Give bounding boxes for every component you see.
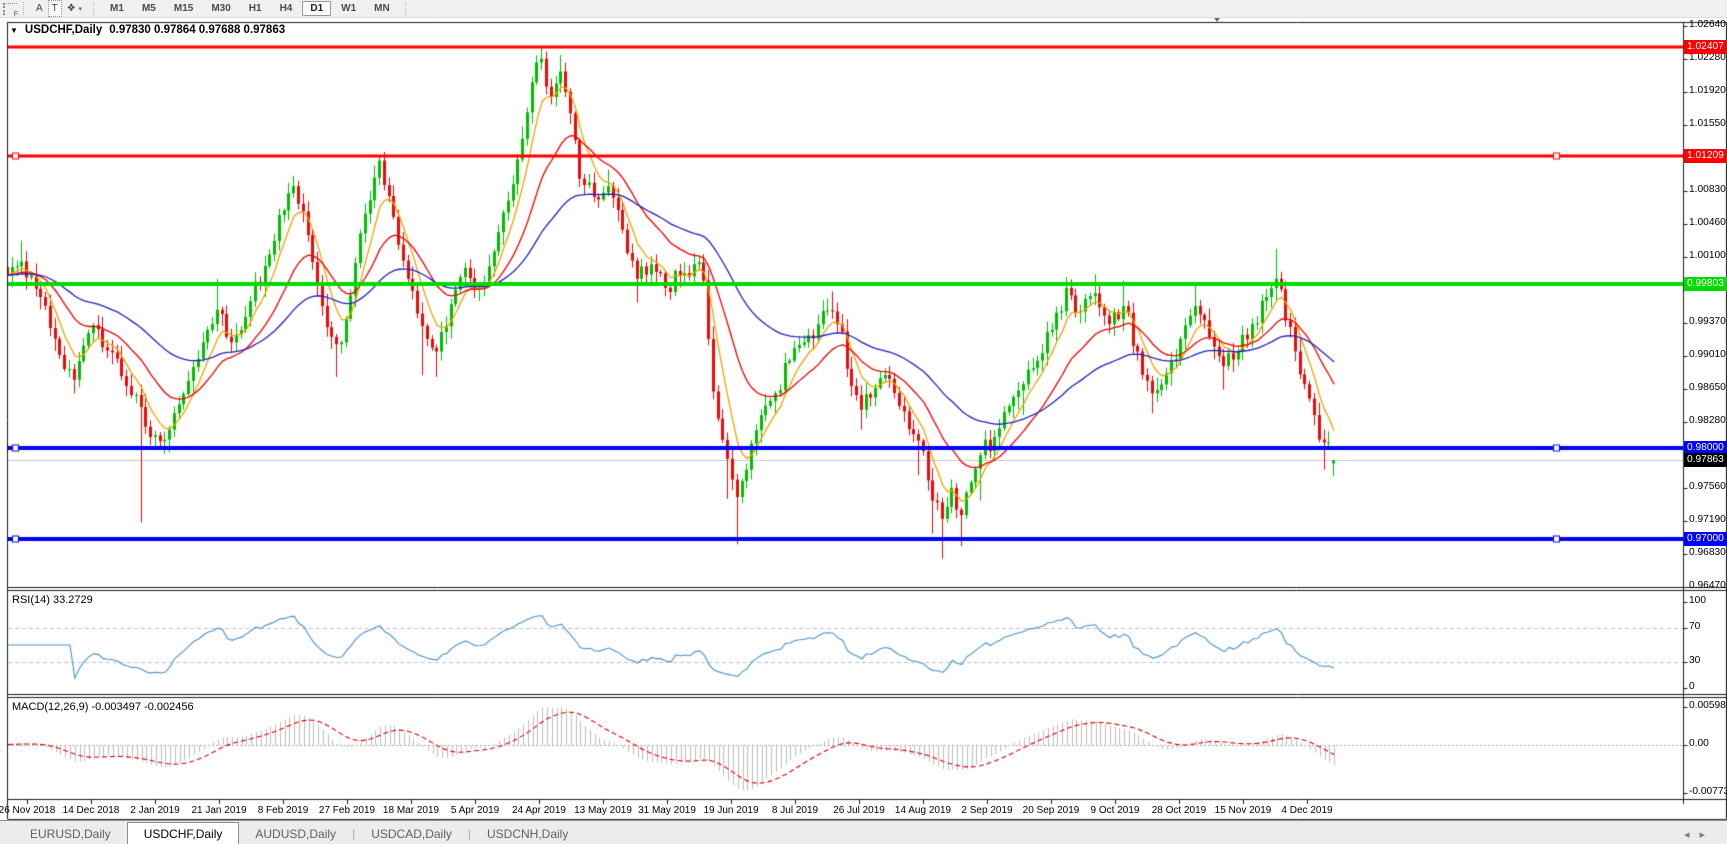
tab-separator: |: [352, 827, 356, 841]
style-diamond-icon: ❖: [66, 2, 76, 14]
rsi-axis-label: 0: [1689, 681, 1695, 692]
timeframe-button-mn[interactable]: MN: [374, 3, 390, 14]
price-axis-label: 0.96830: [1689, 547, 1726, 558]
timeframe-button-w1[interactable]: W1: [341, 3, 357, 14]
price-line-badge: 1.01209: [1684, 149, 1727, 164]
price-axis-label: 0.99010: [1689, 349, 1726, 360]
timeframe-button-m5[interactable]: M5: [141, 3, 156, 14]
date-axis-label[interactable]: 24 Apr 2019: [512, 805, 566, 816]
price-axis-label: 1.02640: [1689, 19, 1726, 30]
price-axis-label: 1.00460: [1689, 217, 1726, 228]
date-axis-label[interactable]: 8 Jul 2019: [771, 805, 819, 816]
toolbar-separator: [23, 2, 25, 15]
price-axis-label: 0.97190: [1689, 514, 1726, 525]
date-axis-label[interactable]: 19 Jun 2019: [703, 805, 759, 816]
timeframe-button-h4[interactable]: H4: [279, 3, 293, 14]
rsi-label: RSI(14) 33.2729: [12, 594, 93, 606]
date-axis-label[interactable]: 27 Feb 2019: [318, 805, 376, 816]
scroll-right-icon[interactable]: ▸: [1699, 829, 1715, 841]
date-axis-label[interactable]: 13 May 2019: [574, 805, 632, 816]
price-axis-label: 1.02280: [1689, 52, 1726, 63]
price-axis-label: 0.98650: [1689, 382, 1726, 393]
text-label-tool-button[interactable]: A: [36, 3, 43, 14]
tab-audusd[interactable]: AUDUSD,Daily: [255, 827, 337, 841]
macd-label: MACD(12,26,9) -0.003497 -0.002456: [12, 701, 194, 713]
price-axis-label: 0.97560: [1689, 481, 1726, 492]
timeframe-button-m30[interactable]: M30: [211, 3, 231, 14]
line-style-tool-button[interactable]: ❖ ▾: [62, 1, 87, 17]
top-toolbar: F A T ❖ ▾ M1 M5 M15 M30 H1 H4 D1 W1 MN: [0, 0, 1727, 18]
date-axis-label[interactable]: 4 Dec 2019: [1281, 805, 1333, 816]
price-line-badge: 0.97000: [1684, 531, 1727, 546]
chart-shift-marker[interactable]: [1212, 15, 1222, 22]
price-axis-label: 0.98280: [1689, 415, 1726, 426]
symbol-tab-bar: EURUSD,Daily USDCHF,Daily AUDUSD,Daily | USD…: [0, 820, 1727, 844]
chevron-down-icon[interactable]: ▾: [78, 5, 83, 13]
date-axis-label[interactable]: 15 Nov 2019: [1214, 805, 1272, 816]
tab-usdcnh[interactable]: USDCNH,Daily: [487, 827, 569, 841]
date-axis-label[interactable]: 9 Oct 2019: [1090, 805, 1140, 816]
price-axis-label: 1.01920: [1689, 85, 1726, 96]
date-axis-label[interactable]: 31 May 2019: [638, 805, 696, 816]
date-axis-label[interactable]: 2 Sep 2019: [961, 805, 1013, 816]
rsi-axis-label: 100: [1689, 595, 1706, 606]
price-line-badge: 0.98000: [1684, 440, 1727, 455]
price-line-badge: 0.99803: [1684, 276, 1727, 291]
tab-usdchf[interactable]: USDCHF,Daily: [126, 822, 240, 844]
macd-axis-label: -0.007737: [1689, 786, 1727, 797]
timeframe-button-m1[interactable]: M1: [110, 3, 124, 14]
price-line-badge: 1.02407: [1684, 40, 1727, 55]
scroll-left-icon[interactable]: ◂: [1683, 829, 1700, 841]
chart-window-icon[interactable]: F: [3, 2, 18, 18]
date-axis-label[interactable]: 28 Oct 2019: [1151, 805, 1207, 816]
date-axis-label[interactable]: 20 Sep 2019: [1022, 805, 1080, 816]
type-tool-button[interactable]: T: [47, 0, 62, 17]
tab-separator: |: [467, 827, 471, 841]
timeframe-button-h1[interactable]: H1: [248, 3, 262, 14]
timeframe-button-m15[interactable]: M15: [173, 3, 194, 14]
ohlc-values: 0.97830 0.97864 0.97688 0.97863: [109, 24, 286, 36]
rsi-axis-label: 70: [1689, 620, 1701, 632]
tab-scroll-arrows[interactable]: ◂▸: [1684, 828, 1715, 841]
price-axis-label: 1.00100: [1689, 250, 1726, 261]
symbol-dropdown-icon[interactable]: ▼: [10, 25, 18, 35]
toolbar-separator: [93, 2, 95, 15]
date-axis-label[interactable]: 26 Nov 2018: [0, 805, 56, 816]
macd-axis-label: 0.00: [1689, 737, 1709, 749]
price-axis-label: 0.96470: [1689, 580, 1726, 591]
rsi-axis-label: 30: [1689, 655, 1701, 667]
date-axis-label[interactable]: 8 Feb 2019: [257, 805, 309, 816]
date-axis-label[interactable]: 26 Jul 2019: [833, 805, 885, 816]
date-axis-label[interactable]: 14 Dec 2018: [62, 805, 120, 816]
tab-usdcad[interactable]: USDCAD,Daily: [371, 827, 452, 841]
price-axis-label: 1.01550: [1689, 118, 1726, 129]
chart-title: ▼ USDCHF,Daily 0.97830 0.97864 0.97688 0…: [10, 24, 285, 36]
date-axis-label[interactable]: 18 Mar 2019: [382, 805, 440, 816]
price-axis-label: 1.00830: [1689, 184, 1726, 195]
date-axis-label[interactable]: 14 Aug 2019: [894, 805, 952, 816]
current-price-badge: 0.97863: [1684, 453, 1727, 468]
tab-eurusd[interactable]: EURUSD,Daily: [30, 827, 111, 841]
timeframe-button-d1[interactable]: D1: [302, 1, 332, 16]
date-axis-label[interactable]: 2 Jan 2019: [130, 805, 180, 816]
symbol-name: USDCHF,Daily: [24, 24, 103, 36]
price-axis-label: 0.99370: [1689, 316, 1726, 327]
macd-axis-label: 0.005986: [1689, 700, 1727, 711]
date-axis-label[interactable]: 21 Jan 2019: [191, 805, 247, 816]
date-axis-label[interactable]: 5 Apr 2019: [450, 805, 500, 816]
toolbar-separator: [404, 2, 407, 15]
